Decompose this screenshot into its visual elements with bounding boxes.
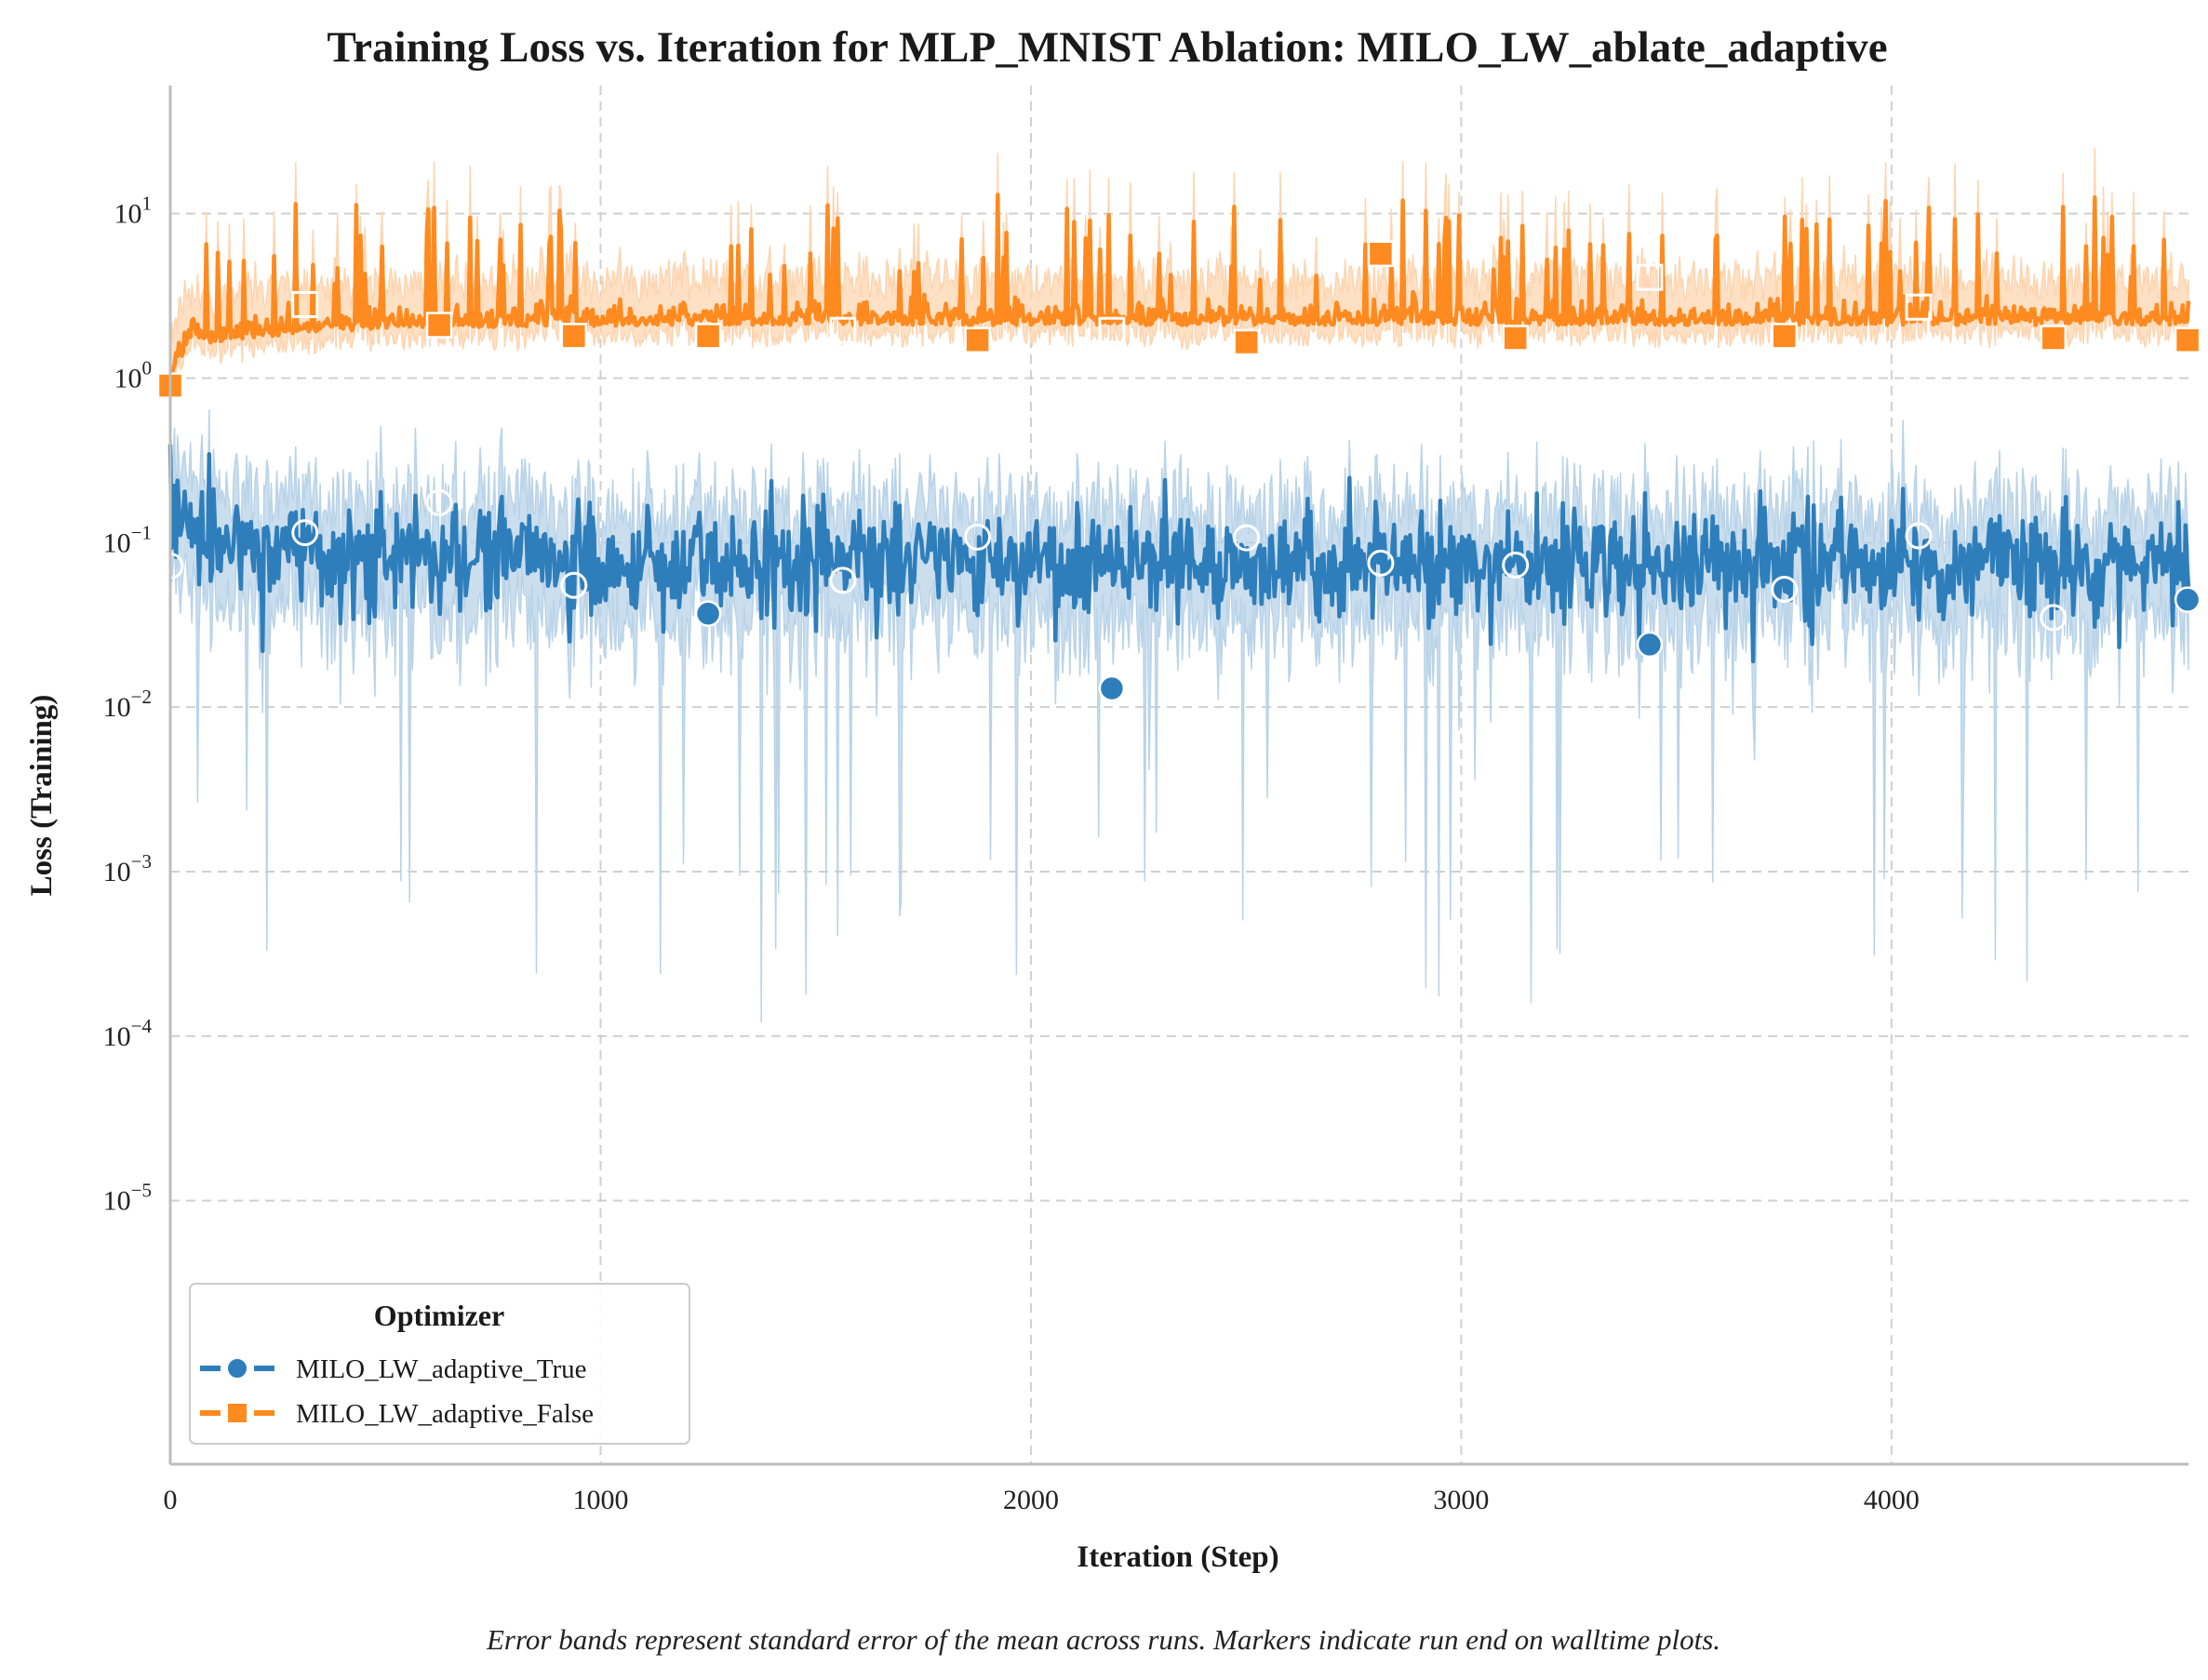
legend-box (189, 1283, 690, 1445)
marker-point-true (964, 523, 992, 551)
marker-point-true (1771, 576, 1799, 604)
marker-point-true (291, 519, 319, 547)
marker-point-true (1367, 549, 1395, 577)
x-tick-label: 3000 (1433, 1485, 1489, 1515)
marker-point-false (1636, 263, 1664, 291)
legend: Optimizer MILO_LW_adaptive_True MILO_LW_… (189, 1283, 690, 1445)
axis-layer (168, 86, 2188, 1466)
marker-point-true (1636, 631, 1664, 659)
marker-point-false (2174, 327, 2201, 353)
y-tick-label: 10−2 (103, 686, 152, 723)
marker-point-false (694, 323, 722, 350)
legend-label-false: MILO_LW_adaptive_False (296, 1399, 594, 1429)
x-axis-label: Iteration (Step) (1077, 1540, 1278, 1574)
series-line-true (167, 444, 2191, 664)
marker-point-false (2040, 325, 2067, 352)
marker-point-false (560, 323, 588, 350)
legend-label-true: MILO_LW_adaptive_True (296, 1354, 587, 1384)
chart-caption: Error bands represent standard error of … (486, 1623, 1720, 1656)
marker-point-false (1233, 328, 1260, 356)
x-tick-label: 2000 (1003, 1485, 1059, 1515)
marker-point-true (1905, 522, 1933, 550)
legend-title: Optimizer (374, 1299, 504, 1332)
legend-entry-false: MILO_LW_adaptive_False (200, 1399, 594, 1429)
y-tick-label: 10−5 (103, 1180, 152, 1217)
marker-point-true (425, 488, 453, 516)
chart-title: Training Loss vs. Iteration for MLP_MNIS… (327, 23, 1887, 72)
marker-point-true (1502, 551, 1530, 579)
marker-point-true (694, 600, 722, 627)
x-tick-label: 4000 (1864, 1485, 1920, 1515)
series-line-false (169, 193, 2191, 380)
y-tick-label: 10−4 (103, 1015, 153, 1052)
y-tick-label: 10−3 (103, 850, 152, 887)
marker-point-true (560, 571, 588, 599)
legend-marker-true (226, 1357, 248, 1380)
legend-entry-true: MILO_LW_adaptive_True (200, 1354, 587, 1384)
marker-point-false (425, 312, 453, 339)
marker-point-true (1233, 524, 1261, 552)
legend-marker-false (226, 1402, 248, 1424)
marker-point-false (1367, 240, 1395, 268)
marker-layer (156, 240, 2201, 702)
marker-point-false (1771, 323, 1798, 350)
marker-point-false (1098, 316, 1126, 344)
x-tick-label: 0 (164, 1485, 178, 1515)
marker-point-false (1905, 293, 1933, 321)
marker-point-true (1098, 674, 1126, 702)
marker-point-false (291, 290, 319, 318)
marker-point-true (829, 567, 857, 594)
y-tick-label: 10−1 (103, 521, 152, 558)
marker-point-true (2174, 586, 2201, 613)
y-tick-label: 100 (114, 356, 153, 393)
marker-point-true (2040, 604, 2067, 632)
marker-point-false (1502, 325, 1529, 352)
line-layer (167, 193, 2191, 664)
x-tick-label: 1000 (572, 1485, 628, 1515)
y-axis-label: Loss (Training) (25, 695, 59, 897)
tick-layer: 0 1000 2000 3000 4000 10−5 10−4 10−3 10−2 10−1 100… (103, 193, 1920, 1515)
y-tick-label: 101 (114, 193, 153, 230)
marker-point-false (829, 316, 857, 344)
marker-point-false (964, 327, 991, 353)
